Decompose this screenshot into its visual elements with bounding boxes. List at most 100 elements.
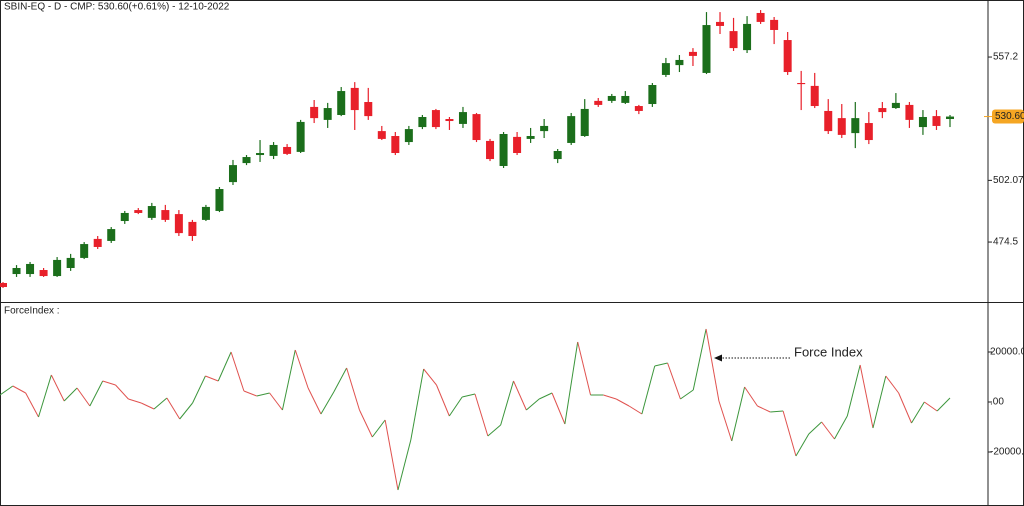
candle-body [675, 59, 684, 66]
candle-body [161, 210, 170, 220]
candle-body [323, 108, 332, 120]
candle-body [242, 157, 251, 164]
force-index-segment [564, 341, 579, 425]
candle-body [526, 136, 535, 139]
candle-body [296, 121, 305, 152]
candle-body [107, 229, 116, 241]
indicator-title: ForceIndex : [4, 306, 60, 317]
candle-body [553, 151, 562, 160]
force-index-segment [462, 393, 476, 398]
last-price-box [992, 109, 1024, 124]
candle-body [350, 87, 359, 111]
force-index-segment [705, 328, 720, 402]
candle-body [513, 136, 522, 154]
force-index-segment [834, 415, 848, 440]
force-index-segment [410, 368, 425, 441]
force-index-segment [333, 367, 348, 393]
candle-body [729, 31, 738, 49]
y-tick-label: 557.2 [993, 52, 1018, 63]
force-index-segment [205, 375, 219, 382]
candle-body [39, 270, 48, 277]
force-index-segment [346, 367, 360, 411]
force-index-segment [89, 380, 104, 407]
candle-body [621, 95, 630, 103]
force-index-segment [680, 389, 694, 400]
force-index-segment [12, 385, 26, 394]
candle-body [743, 23, 752, 51]
candle-body [851, 118, 860, 134]
candle-body [80, 244, 89, 258]
force-index-segment [513, 380, 527, 411]
y-tick-label: .00 [990, 397, 1004, 408]
force-index-segment [359, 409, 373, 438]
candle-body [634, 106, 643, 111]
force-index-segment [795, 433, 810, 457]
y-tick-label: 502.07 [993, 175, 1024, 186]
candle-body [391, 136, 400, 154]
candle-body [864, 123, 873, 141]
force-index-segment [615, 398, 630, 407]
candle-body [891, 102, 900, 109]
force-index-segment [603, 394, 617, 400]
force-index-segment [307, 387, 322, 415]
candle-body [201, 206, 210, 220]
candle-body [837, 118, 846, 135]
candle-body [418, 116, 427, 128]
force-index-segment [911, 401, 925, 424]
candle-body [607, 95, 616, 101]
candle-body [377, 131, 386, 139]
force-index-segment [526, 398, 540, 411]
candle-body [472, 114, 481, 141]
candle-body [946, 116, 954, 120]
force-index-segment [770, 410, 784, 413]
force-index-segment [166, 397, 181, 420]
candle-body [878, 108, 887, 113]
force-index-segment [102, 380, 116, 386]
candle-body [337, 91, 346, 115]
force-index-segment [217, 351, 232, 382]
force-index-segment [448, 396, 463, 417]
force-index-segment [718, 400, 733, 442]
force-index-segment [294, 349, 309, 389]
candle-body [12, 267, 21, 275]
candle-body [499, 133, 508, 166]
force-index-segment [179, 402, 193, 420]
candle-body [445, 119, 454, 122]
force-index-segment [50, 374, 65, 402]
candle-body [905, 104, 914, 120]
candle-body [540, 125, 549, 132]
force-index-segment [63, 387, 78, 402]
force-index-segment [76, 387, 91, 407]
force-index-segment [397, 439, 412, 491]
force-index-segment [115, 384, 129, 400]
force-index-segment [436, 384, 450, 417]
force-index-segment [371, 419, 386, 438]
force-index-segment [846, 364, 861, 417]
force-index-segment [872, 375, 887, 429]
force-index-segment [487, 424, 502, 437]
force-index-segment [38, 374, 52, 418]
candle-body [120, 212, 129, 222]
candle-body [756, 12, 765, 22]
force-index-segment [898, 392, 912, 424]
force-index-segment [924, 401, 938, 412]
candle-body [783, 40, 792, 73]
force-index-segment [757, 405, 771, 413]
force-index-segment [0, 385, 14, 396]
candle-body [283, 146, 292, 154]
force-index-segment [692, 328, 707, 391]
candle-body [431, 110, 440, 128]
candle-body [93, 238, 102, 247]
annotation: Force Index [794, 344, 863, 359]
force-index-segment [641, 365, 656, 415]
candle-body [716, 21, 725, 26]
y-tick-label: 474.5 [993, 237, 1018, 248]
candle-body [147, 206, 156, 218]
force-index-segment [885, 375, 900, 394]
candle-body [188, 221, 197, 237]
force-index-segment [243, 390, 257, 397]
force-index-segment [320, 391, 335, 415]
candle-body [66, 257, 75, 268]
